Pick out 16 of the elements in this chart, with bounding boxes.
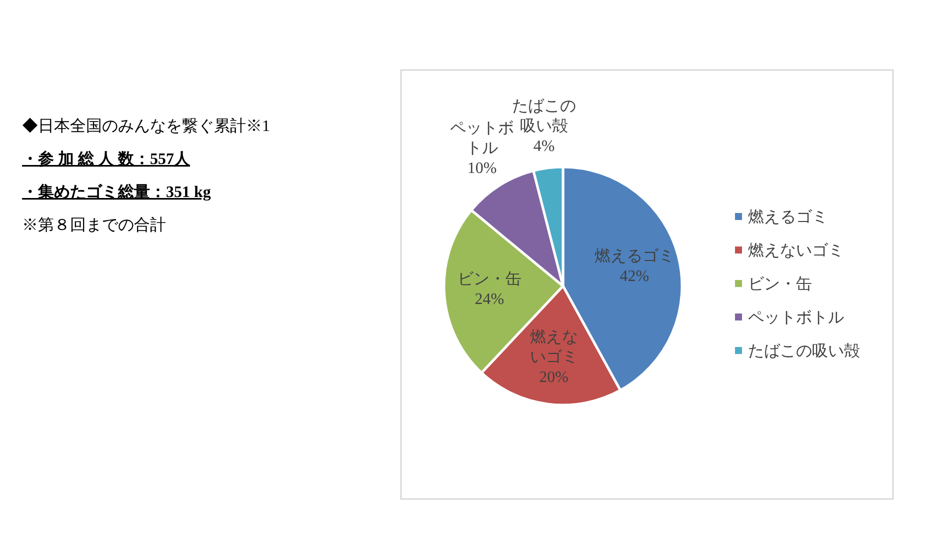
legend-label: ビン・缶 [748,276,812,293]
data-label: 10% [467,160,497,178]
slice-label: ペットボトル [450,120,514,158]
data-label: 42% [620,268,650,285]
legend-label: たばこの吸い殻 [748,342,860,360]
slice-label: ビン・缶 [457,270,522,288]
slice-label: たばこの吸い殻 [512,98,576,136]
data-label: 4% [533,138,555,156]
legend-label: 燃えないゴミ [748,242,844,260]
data-label: 24% [474,290,504,308]
data-label: 20% [539,369,568,386]
slice-label: 燃えないゴミ [530,329,578,366]
legend-label: ペットボトル [748,310,844,326]
notes: ◆日本全国のみんなを繋ぐ累計※1 ・参 加 総 人 数：557人 ・集めたゴミ総量：351 kg ※第８回までの合計 [22,118,270,234]
slice-label: 燃えるゴミ [594,248,674,265]
legend-label: 燃えるゴミ [748,209,828,226]
